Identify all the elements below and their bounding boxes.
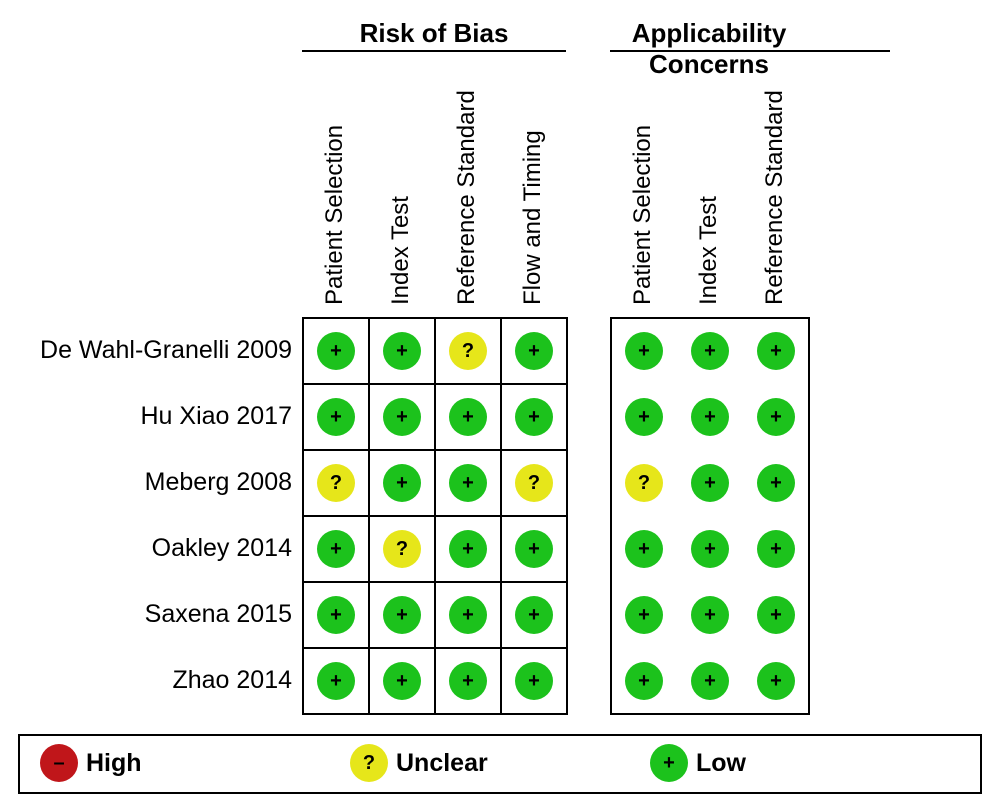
rating-dot-low: + <box>383 596 421 634</box>
rating-dot-low: + <box>515 398 553 436</box>
rating-dot-low: + <box>317 596 355 634</box>
study-label: Saxena 2015 <box>144 600 292 628</box>
group-title: Applicability Concerns <box>631 18 787 79</box>
rating-dot-low: + <box>691 530 729 568</box>
rating-dot-low: + <box>625 398 663 436</box>
rating-dot-low: + <box>449 530 487 568</box>
rating-dot-low: + <box>757 332 795 370</box>
rating-dot-low: + <box>317 662 355 700</box>
rating-dot-low: + <box>757 398 795 436</box>
rating-dot-low: + <box>515 662 553 700</box>
rating-dot-low: + <box>625 332 663 370</box>
legend-item-unclear: ? Unclear <box>350 744 488 782</box>
rating-dot-low: + <box>691 398 729 436</box>
table-box <box>610 317 810 715</box>
rating-dot-low: + <box>383 398 421 436</box>
rating-dot-low: + <box>515 530 553 568</box>
study-label: Oakley 2014 <box>151 534 292 562</box>
column-header: Index Test <box>695 196 722 305</box>
rating-dot-low: + <box>317 530 355 568</box>
rating-dot-low: + <box>317 398 355 436</box>
legend-dot-high: – <box>40 744 78 782</box>
legend-dot-unclear: ? <box>350 744 388 782</box>
rating-dot-low: + <box>449 662 487 700</box>
column-header: Reference Standard <box>761 90 788 305</box>
rating-dot-low: + <box>625 596 663 634</box>
rating-dot-unclear: ? <box>383 530 421 568</box>
group-title-underline <box>302 50 566 52</box>
column-header: Reference Standard <box>453 90 480 305</box>
legend-label: Unclear <box>396 748 488 777</box>
group-title: Risk of Bias <box>359 18 509 48</box>
rating-dot-low: + <box>757 662 795 700</box>
rating-dot-unclear: ? <box>449 332 487 370</box>
grid-line <box>302 383 566 385</box>
rating-dot-low: + <box>691 464 729 502</box>
rating-dot-unclear: ? <box>515 464 553 502</box>
rating-dot-low: + <box>625 662 663 700</box>
rating-dot-low: + <box>449 464 487 502</box>
legend-item-low: + Low <box>650 744 746 782</box>
column-header: Patient Selection <box>629 124 656 305</box>
rating-dot-low: + <box>515 596 553 634</box>
rating-dot-low: + <box>691 662 729 700</box>
legend-dot-low: + <box>650 744 688 782</box>
grid-line <box>302 647 566 649</box>
rating-dot-low: + <box>317 332 355 370</box>
rating-dot-low: + <box>383 332 421 370</box>
grid-line <box>302 515 566 517</box>
study-label: Zhao 2014 <box>172 666 292 694</box>
study-label: De Wahl-Granelli 2009 <box>40 336 292 364</box>
column-header: Patient Selection <box>321 124 348 305</box>
grid-line <box>302 449 566 451</box>
legend: – High? Unclear + Low <box>18 734 982 794</box>
column-header: Index Test <box>387 196 414 305</box>
rating-dot-low: + <box>757 596 795 634</box>
rating-dot-unclear: ? <box>317 464 355 502</box>
rating-dot-low: + <box>625 530 663 568</box>
group-title-underline <box>610 50 890 52</box>
study-label: Meberg 2008 <box>144 468 292 496</box>
rating-dot-low: + <box>383 464 421 502</box>
legend-label: High <box>86 748 142 777</box>
grid-line <box>302 581 566 583</box>
legend-label: Low <box>696 748 746 777</box>
rating-dot-low: + <box>757 464 795 502</box>
rating-dot-low: + <box>449 596 487 634</box>
rating-dot-low: + <box>757 530 795 568</box>
rating-dot-low: + <box>515 332 553 370</box>
study-label: Hu Xiao 2017 <box>140 402 292 430</box>
rating-dot-unclear: ? <box>625 464 663 502</box>
rating-dot-low: + <box>449 398 487 436</box>
rating-dot-low: + <box>691 596 729 634</box>
column-header: Flow and Timing <box>519 130 546 305</box>
rating-dot-low: + <box>383 662 421 700</box>
rating-dot-low: + <box>691 332 729 370</box>
legend-item-high: – High <box>40 744 142 782</box>
